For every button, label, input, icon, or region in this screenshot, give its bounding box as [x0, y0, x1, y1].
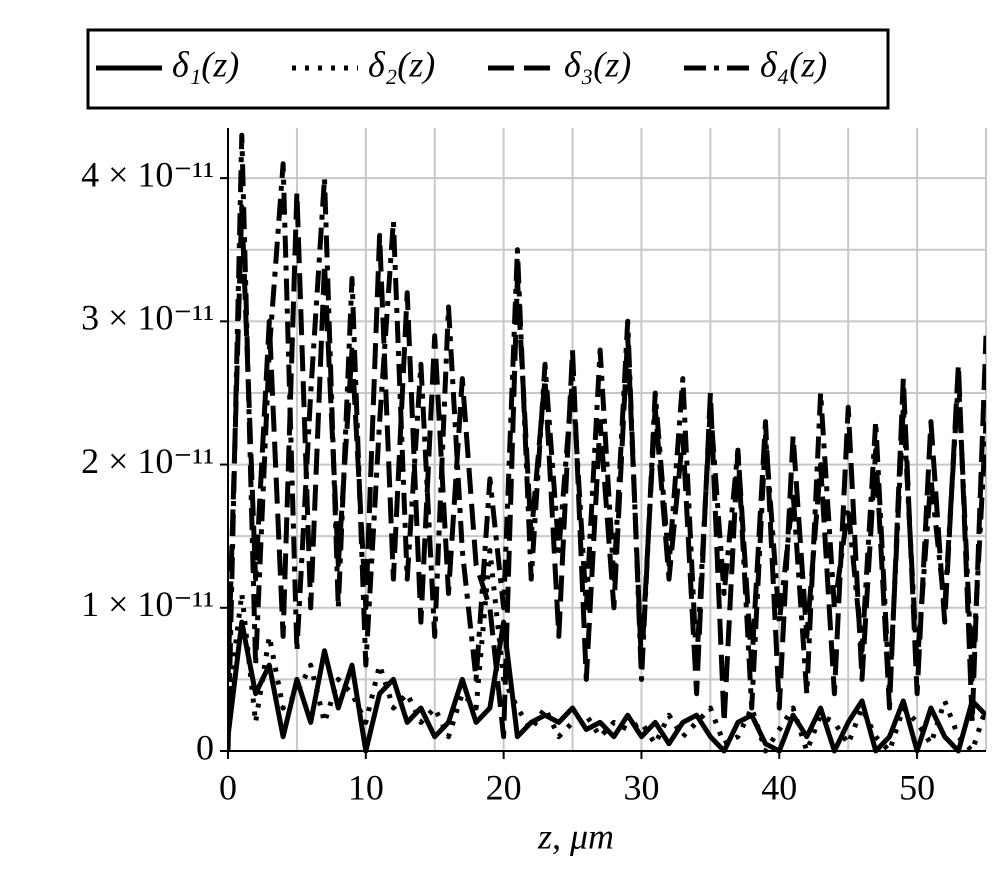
- x-tick-label: 10: [348, 767, 384, 807]
- x-tick-label: 30: [623, 767, 659, 807]
- y-tick-label: 4 × 10⁻¹¹: [81, 154, 214, 194]
- legend-label: δ₃(z): [564, 44, 631, 84]
- x-tick-label: 0: [219, 767, 237, 807]
- y-tick-label: 1 × 10⁻¹¹: [81, 584, 214, 624]
- series-line: [228, 548, 986, 754]
- y-tick-label: 0: [196, 727, 214, 767]
- series-line: [228, 619, 986, 754]
- x-axis-label: z, μm: [537, 816, 614, 856]
- legend-label: δ₂(z): [368, 44, 435, 84]
- x-tick-label: 40: [761, 767, 797, 807]
- series-line: [228, 132, 986, 752]
- legend-label: δ₄(z): [760, 44, 827, 84]
- x-tick-label: 50: [899, 767, 935, 807]
- x-tick-label: 20: [486, 767, 522, 807]
- y-tick-label: 2 × 10⁻¹¹: [81, 441, 214, 481]
- legend-label: δ₁(z): [172, 44, 239, 84]
- series-line: [228, 189, 986, 740]
- y-tick-label: 3 × 10⁻¹¹: [81, 298, 214, 338]
